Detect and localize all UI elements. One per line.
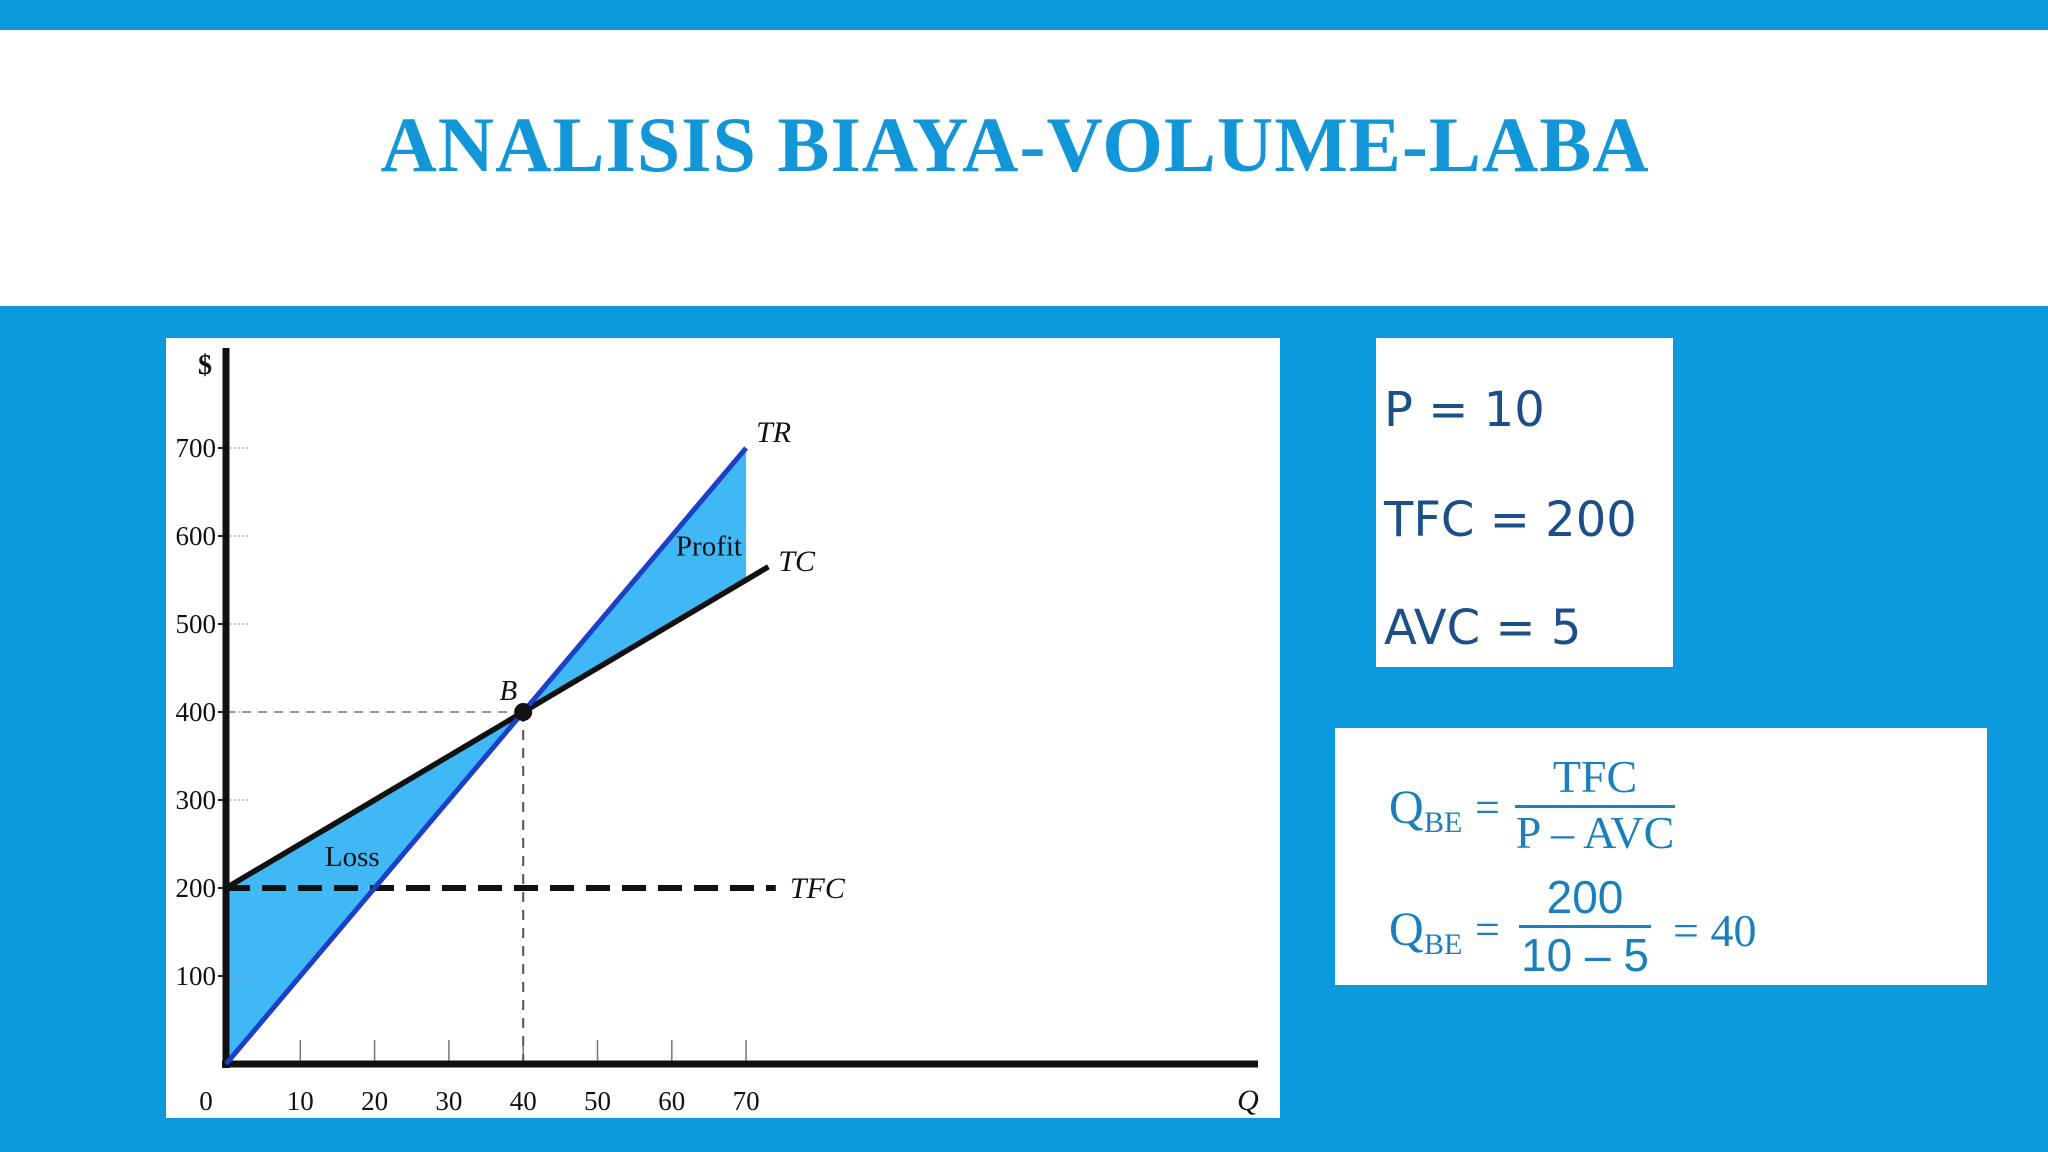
- x-tick-label-40: 40: [510, 1086, 537, 1116]
- y-tick-label-100: 100: [176, 961, 217, 991]
- formula-denominator-1: P – AVC: [1515, 807, 1675, 858]
- formula-result: = 40: [1673, 905, 1757, 956]
- x-tick-label-70: 70: [733, 1086, 760, 1116]
- cvp-chart-panel: 100 200 300 400 500 600 700 0 10 20 30 40 50 60 70 $ Q …: [166, 338, 1280, 1118]
- y-axis-label: $: [198, 350, 212, 381]
- param-price: P = 10: [1384, 382, 1545, 438]
- x-tick-label-60: 60: [658, 1086, 685, 1116]
- tfc-label: TFC: [790, 872, 846, 905]
- formula-numerator-2: 200: [1546, 871, 1624, 923]
- break-even-point: [514, 703, 533, 721]
- x-axis-label: Q: [1237, 1084, 1259, 1117]
- break-even-formula-box: Q BE = TFC P – AVC Q BE = 200 10 – 5 = 4…: [1335, 728, 1987, 985]
- x-tick-label-10: 10: [287, 1086, 314, 1116]
- x-tick-label-50: 50: [584, 1086, 611, 1116]
- formula-sub-1: BE: [1424, 806, 1463, 839]
- y-tick-label-400: 400: [176, 697, 217, 727]
- formula-eq-2: =: [1475, 905, 1500, 954]
- formula-q-1: Q: [1389, 781, 1424, 834]
- tr-line: [224, 446, 749, 1066]
- x-tick-label-30: 30: [435, 1086, 462, 1116]
- formula-fraction-line-2: [1519, 925, 1651, 928]
- formula-numerator-1: TFC: [1552, 751, 1638, 802]
- param-avc: AVC = 5: [1384, 600, 1582, 656]
- header-band: [0, 30, 2048, 306]
- formula-denominator-2: 10 – 5: [1521, 929, 1649, 981]
- profit-label: Profit: [676, 530, 742, 562]
- y-tick-label-700: 700: [176, 433, 217, 463]
- param-tfc: TFC = 200: [1384, 492, 1637, 548]
- y-tick-label-200: 200: [176, 873, 217, 903]
- parameters-box: P = 10 TFC = 200 AVC = 5: [1376, 338, 1673, 667]
- formula-q-2: Q: [1389, 903, 1424, 956]
- slide-title: ANALISIS BIAYA-VOLUME-LABA: [380, 101, 1650, 188]
- x-tick-label-20: 20: [361, 1086, 388, 1116]
- loss-label: Loss: [325, 841, 380, 873]
- y-tick-label-300: 300: [176, 785, 217, 815]
- formula-eq-1: =: [1475, 783, 1500, 832]
- point-b-label: B: [499, 675, 517, 707]
- y-tick-label-500: 500: [176, 609, 217, 639]
- x-tick-label-0: 0: [199, 1086, 213, 1116]
- formula-fraction-line-1: [1515, 805, 1675, 808]
- tc-line: [224, 564, 770, 891]
- formula-sub-2: BE: [1424, 928, 1463, 961]
- tr-label: TR: [756, 416, 791, 449]
- y-tick-label-600: 600: [176, 521, 217, 551]
- tc-label: TC: [778, 545, 816, 578]
